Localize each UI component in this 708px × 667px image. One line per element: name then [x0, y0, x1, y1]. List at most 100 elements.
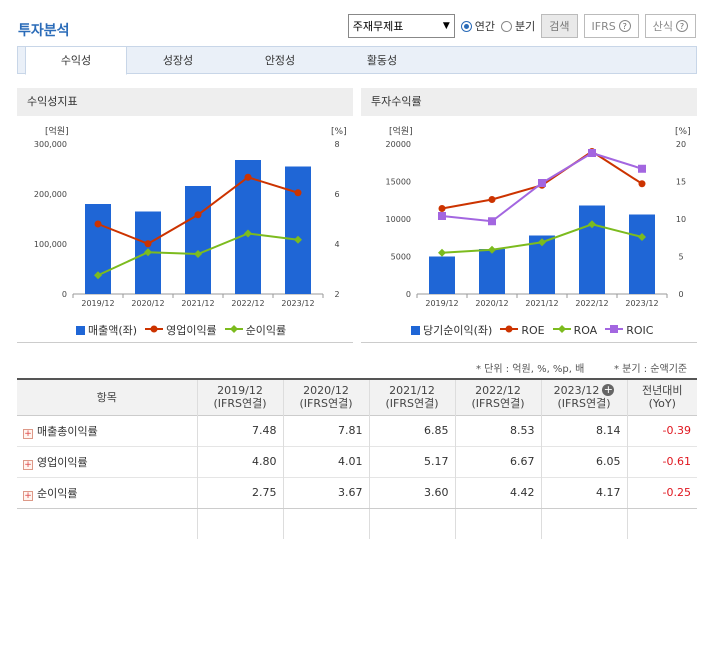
legend-swatch — [76, 325, 85, 335]
header-2022-basis: (IFRS연결) — [471, 397, 525, 411]
formula-button[interactable]: 산식 ? — [644, 14, 696, 38]
row-label-cell[interactable]: + 순이익률 — [17, 477, 197, 508]
col-header-2021: 2021/12 (IFRS연결) — [368, 379, 455, 415]
legend-label: ROIC — [626, 323, 654, 337]
table-header-row: 항목 2019/12 (IFRS연결) 2020/12 (IFRS연결) 2021/… — [17, 379, 697, 415]
header-2022-year: 2022/12 — [475, 384, 521, 398]
y-tick-right: 20 — [676, 140, 686, 149]
table-row: + 매출총이익률 7.48 7.81 6.85 8.53 8.14 -0.39 — [17, 415, 697, 446]
yoy-cell: -0.25 — [626, 477, 697, 508]
table-cell: 2.75 — [196, 477, 283, 508]
unit-note: * 단위 : 억원, %, %p, 배 — [476, 364, 585, 375]
y-tick-left: 10000 — [386, 215, 411, 224]
legend-swatch — [224, 324, 243, 337]
radio-quarter-dot[interactable] — [501, 20, 513, 32]
point — [638, 180, 646, 188]
radio-annual[interactable]: 연간 — [460, 18, 495, 34]
expand-icon[interactable]: + — [23, 459, 33, 470]
legend-swatch — [145, 324, 164, 337]
point — [638, 233, 646, 241]
legend-swatch — [500, 324, 519, 337]
point — [538, 179, 546, 187]
help-icon: ? — [676, 20, 688, 32]
legend-swatch — [552, 324, 571, 337]
y-tick-left: 100,000 — [34, 240, 67, 249]
col-header-2020: 2020/12 (IFRS연결) — [282, 379, 369, 415]
left-panel-divider — [17, 342, 353, 343]
legend-item: 순이익률 — [224, 322, 286, 338]
right-axis-unit: [%] — [675, 127, 691, 137]
point — [638, 164, 646, 173]
point — [244, 173, 252, 181]
right-panel-title: 투자수익률 — [361, 88, 697, 116]
x-tick-label: 2019/12 — [81, 299, 114, 308]
legend-item: ROE — [500, 324, 545, 337]
row-label-cell[interactable]: + 매출총이익률 — [17, 415, 197, 446]
tab-stability[interactable]: 안정성 — [264, 54, 296, 67]
left-panel-title: 수익성지표 — [17, 88, 353, 116]
ifrs-button-label: IFRS — [591, 19, 616, 33]
statement-select[interactable]: 주재무제표 ▼ — [347, 14, 455, 38]
x-tick-label: 2021/12 — [181, 299, 214, 308]
x-tick-label: 2020/12 — [131, 299, 164, 308]
col-header-2023: 2023/12 + (IFRS연결) — [540, 379, 627, 415]
tab-activity[interactable]: 활동성 — [366, 54, 398, 67]
point — [194, 211, 202, 219]
tab-growth[interactable]: 성장성 — [162, 54, 194, 67]
ifrs-button[interactable]: IFRS ? — [583, 14, 639, 38]
col-header-item: 항목 — [17, 379, 197, 415]
search-button[interactable]: 검색 — [541, 14, 578, 38]
add-column-icon[interactable]: + — [602, 383, 615, 397]
bar — [185, 186, 211, 294]
tab-profitability[interactable]: 수익성 — [25, 46, 127, 75]
row-label-cell[interactable]: + 영업이익률 — [17, 446, 197, 477]
empty-cell — [17, 508, 197, 539]
right-panel-divider — [361, 342, 697, 343]
x-tick-label: 2019/12 — [425, 299, 458, 308]
table-row: + 순이익률 2.75 3.67 3.60 4.42 4.17 -0.25 — [17, 477, 697, 508]
header-2019-year: 2019/12 — [217, 384, 263, 398]
point — [294, 235, 302, 244]
point — [294, 189, 302, 197]
empty-cell — [282, 508, 369, 539]
header-2023-basis: (IFRS연결) — [557, 397, 611, 411]
return-chart: [억원] [%] 0 5000 10000 15000 20000 0 5 10 15 20 2019/… — [386, 125, 691, 308]
legend-item: 당기순이익(좌) — [411, 322, 492, 338]
y-tick-left: 5000 — [391, 253, 411, 262]
left-axis-unit: [억원] — [389, 125, 413, 137]
point — [488, 196, 496, 203]
table-cell: 6.85 — [368, 415, 455, 446]
chevron-down-icon: ▼ — [442, 21, 450, 31]
y-tick-right: 10 — [676, 215, 686, 224]
bar — [629, 214, 655, 294]
expand-icon[interactable]: + — [23, 428, 33, 439]
right-axis-unit: [%] — [331, 127, 347, 137]
table-cell: 7.48 — [196, 415, 283, 446]
empty-cell — [196, 508, 283, 539]
radio-quarter[interactable]: 분기 — [501, 18, 535, 34]
legend-label: 매출액(좌) — [88, 324, 138, 337]
col-header-2022: 2022/12 (IFRS연결) — [454, 379, 541, 415]
legend-item: ROA — [552, 324, 597, 337]
header-2021-basis: (IFRS연결) — [385, 397, 439, 411]
expand-icon[interactable]: + — [23, 490, 33, 501]
legend-swatch — [605, 324, 624, 337]
y-tick-left: 200,000 — [34, 190, 67, 199]
legend-label: 당기순이익(좌) — [423, 324, 493, 337]
x-tick-label: 2023/12 — [625, 299, 658, 308]
point — [488, 245, 496, 254]
x-tick-label: 2022/12 — [575, 299, 608, 308]
radio-annual-dot[interactable] — [460, 20, 472, 32]
point — [538, 238, 546, 247]
page-title: 투자분석 — [18, 23, 70, 39]
y-tick-left: 300,000 — [34, 140, 67, 149]
toolbar: 주재무제표 ▼ 연간 분기 검색 IFRS ? 산식 ? — [347, 14, 696, 38]
point — [194, 250, 202, 258]
table-cell: 7.81 — [282, 415, 369, 446]
y-tick-right: 4 — [334, 240, 339, 249]
y-tick-right: 0 — [678, 290, 683, 299]
table-cell: 6.05 — [540, 446, 627, 477]
legend-item: ROIC — [605, 324, 653, 337]
col-header-2019: 2019/12 (IFRS연결) — [196, 379, 283, 415]
legend-line-icon — [605, 324, 624, 333]
